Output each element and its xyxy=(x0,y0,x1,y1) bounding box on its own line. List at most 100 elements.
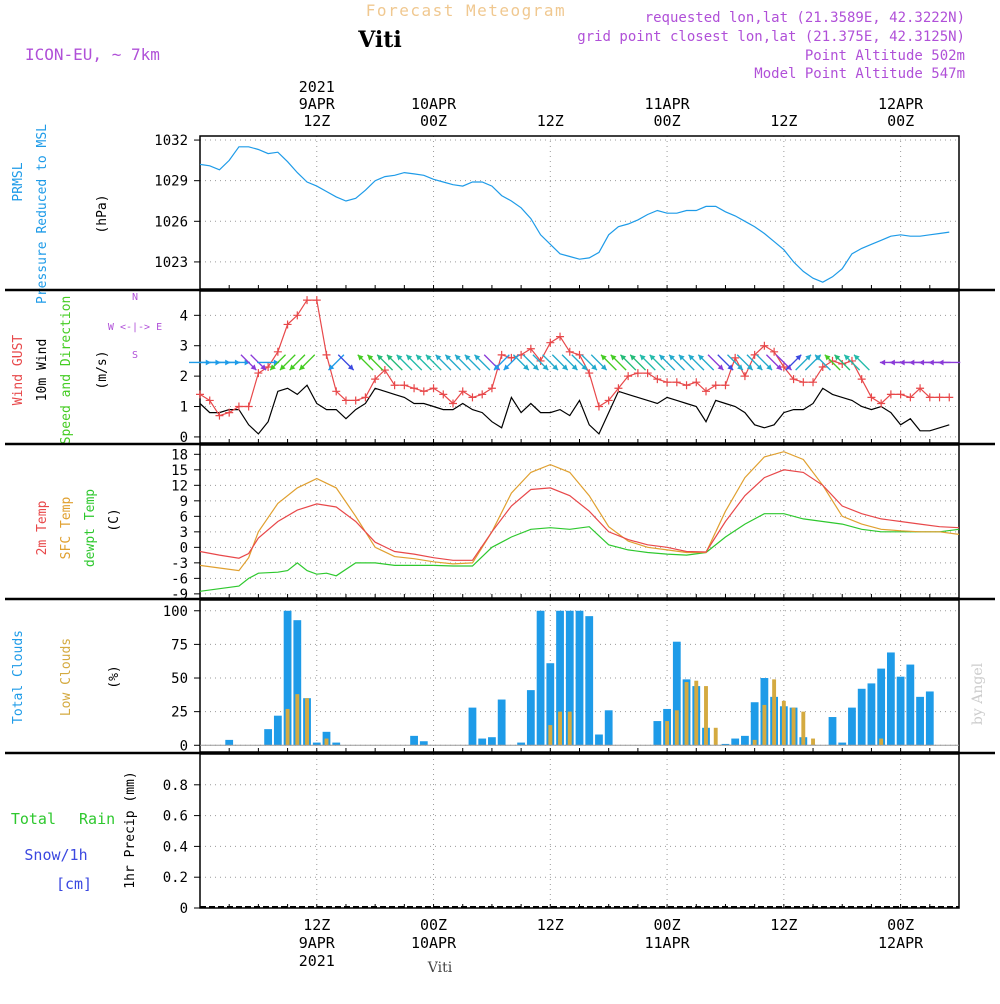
total-clouds-bar xyxy=(750,702,759,746)
time-label: 12Z xyxy=(770,916,797,934)
y-tick-label: 3 xyxy=(180,339,188,355)
compass-west-east: W <-|-> E xyxy=(108,322,162,333)
total-clouds-bar xyxy=(906,664,915,746)
gust-marker xyxy=(663,378,672,387)
wind-arrow-head xyxy=(561,364,568,371)
total-clouds-bar xyxy=(575,610,584,746)
y-tick-label: 0.6 xyxy=(163,809,188,825)
wind-arrow-head xyxy=(244,359,250,366)
gust-marker xyxy=(594,402,603,411)
gust-marker xyxy=(449,399,457,408)
wind-arrow-head xyxy=(571,364,578,371)
wind-arrow-head xyxy=(815,354,821,361)
total-clouds-bar xyxy=(731,738,740,746)
y-tick-label: 0 xyxy=(180,738,188,754)
pressure-ylabel-units: (hPa) xyxy=(95,194,110,233)
total-clouds-bar xyxy=(410,735,418,746)
total-clouds-bar xyxy=(497,699,506,746)
wind-arrow-head xyxy=(299,364,306,371)
time-label: 11APR xyxy=(644,934,690,952)
gust-marker xyxy=(234,402,243,411)
low-clouds-bar xyxy=(781,700,786,746)
gust-marker xyxy=(254,369,263,378)
low-clouds-bar xyxy=(567,711,572,746)
low-clouds-bar xyxy=(801,711,806,746)
snow-units-label: [cm] xyxy=(56,875,92,893)
time-label: 9APR xyxy=(299,934,336,952)
gust-marker xyxy=(906,393,915,402)
time-label: 12APR xyxy=(878,95,924,113)
y-tick-label: 0 xyxy=(180,901,188,917)
gust-marker xyxy=(585,369,594,378)
dewpt-ylabel: dewpt Temp xyxy=(83,489,98,567)
gust-marker xyxy=(770,347,779,356)
total-rain-label: Total Rain xyxy=(11,810,115,828)
wind-arrow-head xyxy=(416,354,422,361)
gust-marker xyxy=(322,350,331,359)
low-clouds-bar xyxy=(713,727,718,746)
wind-arrow-head xyxy=(591,364,597,371)
wind-arrow-head xyxy=(746,364,753,371)
y-tick-label: 100 xyxy=(163,604,188,620)
snow-label: Snow/1h xyxy=(24,846,87,864)
gust-marker xyxy=(264,363,273,371)
time-label: 12Z xyxy=(303,112,330,130)
wind-arrow-head xyxy=(727,364,734,371)
time-label: 00Z xyxy=(420,916,447,934)
gust-marker xyxy=(400,381,409,390)
gust-marker xyxy=(478,390,487,399)
gust-marker xyxy=(828,356,837,365)
total-clouds-bar xyxy=(595,734,603,746)
gust-marker xyxy=(672,378,681,387)
time-label: 12APR xyxy=(878,934,924,952)
wind-arrow-head xyxy=(889,359,895,366)
gust-ylabel: Wind GUST xyxy=(11,335,26,406)
wind-arrow-head xyxy=(260,364,267,371)
total-clouds-bar xyxy=(916,696,924,746)
y-tick-label: 1 xyxy=(180,400,188,416)
time-label: 10APR xyxy=(411,934,457,952)
gust-marker xyxy=(711,381,720,390)
total-clouds-bar xyxy=(264,729,273,746)
time-label: 2021 xyxy=(299,952,335,970)
model-altitude: Model Point Altitude 547m xyxy=(754,66,965,82)
gust-marker xyxy=(556,332,565,341)
footer-location: Viti xyxy=(427,960,453,976)
wind-arrow-head xyxy=(610,354,617,361)
wind-arrow-head xyxy=(377,354,383,361)
gust-marker xyxy=(809,378,818,387)
wind-arrow-head xyxy=(425,354,432,361)
gust-marker xyxy=(546,338,555,347)
wind-panel: 0 1 2 3 4 xyxy=(180,290,961,446)
gust-marker xyxy=(351,396,360,405)
total-clouds-bar xyxy=(867,683,876,746)
clouds-ylabel-units: (%) xyxy=(107,665,122,688)
wind-arrow-head xyxy=(474,354,481,361)
y-tick-label: 4 xyxy=(180,308,188,324)
y-tick-label: 0.4 xyxy=(163,839,188,855)
wind-arrow-head xyxy=(523,364,529,371)
wind-arrow-head xyxy=(620,354,627,361)
gust-marker xyxy=(332,387,341,396)
pressure-ylabel-2: Pressure Reduced to MSL xyxy=(35,124,50,304)
gust-marker xyxy=(526,344,535,353)
total-clouds-bar xyxy=(332,742,341,746)
low-clouds-bar xyxy=(285,708,290,746)
gust-marker xyxy=(371,375,380,384)
wind-arrow-head xyxy=(503,364,510,371)
wind-arrow-head xyxy=(795,354,802,361)
t2m-line xyxy=(199,469,960,561)
total-clouds-bar xyxy=(828,717,837,746)
gust-marker xyxy=(643,369,652,378)
time-label: 00Z xyxy=(420,112,447,130)
time-label: 00Z xyxy=(654,916,681,934)
time-label: 00Z xyxy=(654,112,681,130)
wind-arrow-head xyxy=(899,359,905,366)
low-clouds-bar xyxy=(752,739,757,746)
low-clouds-bar xyxy=(704,686,708,746)
wind-arrow-head xyxy=(649,354,656,361)
y-tick-label: 0 xyxy=(180,430,188,446)
gust-marker xyxy=(877,399,886,408)
